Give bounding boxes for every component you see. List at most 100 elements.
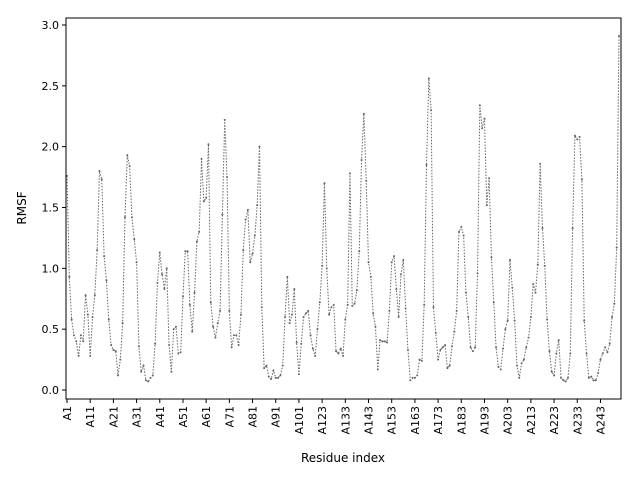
data-point xyxy=(191,330,194,333)
data-point xyxy=(488,177,491,180)
y-tick-label: 2.5 xyxy=(42,80,60,93)
data-point xyxy=(481,127,484,130)
data-point xyxy=(209,301,212,304)
data-point xyxy=(513,319,516,322)
data-point xyxy=(592,379,595,382)
data-point xyxy=(604,346,607,349)
data-point xyxy=(84,294,87,297)
data-point xyxy=(200,157,203,160)
x-tick-label: A173 xyxy=(432,406,445,435)
data-point xyxy=(195,240,198,243)
data-point xyxy=(75,340,78,343)
data-point xyxy=(483,117,486,120)
data-point xyxy=(608,342,611,345)
rmsf-series-line xyxy=(66,35,620,383)
data-point xyxy=(583,319,586,322)
data-point xyxy=(267,375,270,378)
x-tick-label: A123 xyxy=(316,406,329,435)
data-point xyxy=(163,288,166,291)
data-point xyxy=(314,354,317,357)
data-point xyxy=(207,143,210,146)
x-tick-label: A153 xyxy=(386,406,399,435)
data-point xyxy=(318,301,321,304)
data-point xyxy=(144,379,147,382)
data-point xyxy=(239,313,242,316)
data-point xyxy=(137,345,140,348)
data-point xyxy=(525,346,528,349)
data-point xyxy=(156,281,159,284)
data-point xyxy=(121,322,124,325)
data-point xyxy=(230,346,233,349)
data-point xyxy=(110,343,113,346)
data-point xyxy=(123,216,126,219)
data-point xyxy=(91,316,94,318)
data-point xyxy=(244,218,247,221)
data-point xyxy=(476,272,479,275)
data-point xyxy=(508,258,511,261)
data-point xyxy=(177,352,180,355)
data-point xyxy=(511,286,514,289)
data-point xyxy=(128,165,131,168)
data-point xyxy=(490,256,493,259)
x-tick-label: A71 xyxy=(223,406,236,428)
data-point xyxy=(193,291,196,294)
data-point xyxy=(332,303,335,306)
data-point xyxy=(393,255,396,258)
data-point xyxy=(140,370,143,373)
data-point xyxy=(284,316,287,318)
x-tick-label: A21 xyxy=(107,406,120,428)
data-point xyxy=(594,379,597,382)
data-point xyxy=(309,334,312,337)
data-point xyxy=(532,283,535,286)
data-point xyxy=(281,364,284,367)
x-axis: A1 A11 A21 A31 A41 A51 A61 A71 A81 A91 A101 A123 A13… xyxy=(61,399,607,435)
data-point xyxy=(316,328,319,331)
data-point xyxy=(381,340,384,343)
x-tick-label: A243 xyxy=(594,406,607,435)
data-point xyxy=(504,328,507,331)
data-point xyxy=(536,263,539,266)
x-tick-label: A31 xyxy=(131,406,144,428)
data-point xyxy=(154,342,157,345)
data-point xyxy=(297,373,300,376)
data-point xyxy=(323,182,326,185)
data-point xyxy=(578,135,581,138)
data-point xyxy=(550,370,553,373)
data-point xyxy=(502,347,505,350)
x-tick-label: A183 xyxy=(455,406,468,435)
data-point xyxy=(330,306,333,309)
data-point xyxy=(444,343,447,346)
data-point xyxy=(571,227,574,230)
data-point xyxy=(311,347,314,350)
data-point xyxy=(147,380,150,383)
data-point xyxy=(302,316,305,318)
data-point xyxy=(485,204,488,207)
data-point xyxy=(562,379,565,382)
data-point xyxy=(119,358,122,361)
data-point xyxy=(601,352,604,355)
data-point xyxy=(434,331,437,334)
data-point xyxy=(383,340,386,343)
data-point xyxy=(369,275,372,278)
y-tick-label: 1.5 xyxy=(42,202,60,215)
x-tick-label: A213 xyxy=(525,406,538,435)
data-point xyxy=(406,348,409,351)
data-point xyxy=(242,249,245,252)
data-point xyxy=(214,336,217,339)
data-point xyxy=(569,352,572,355)
data-point xyxy=(506,319,509,322)
data-point xyxy=(70,318,73,321)
data-point xyxy=(237,343,240,346)
data-point xyxy=(543,264,546,267)
data-point xyxy=(346,303,349,306)
data-point xyxy=(390,261,393,264)
data-point xyxy=(548,350,551,353)
data-point xyxy=(170,370,173,373)
data-point xyxy=(365,179,368,182)
data-point xyxy=(89,354,92,357)
data-point xyxy=(529,316,532,318)
x-axis-label: Residue index xyxy=(301,451,385,465)
data-point xyxy=(425,163,428,166)
data-point xyxy=(307,309,310,312)
data-point xyxy=(328,313,331,316)
